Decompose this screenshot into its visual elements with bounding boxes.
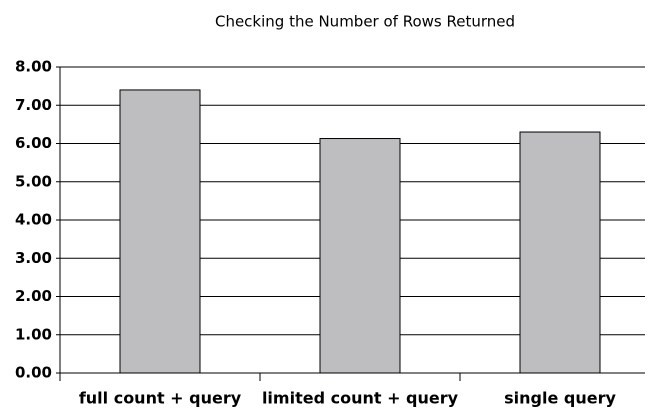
x-tick-label: single query <box>504 389 616 408</box>
y-tick-label: 5.00 <box>15 172 52 190</box>
y-tick-label: 3.00 <box>15 249 52 267</box>
y-tick-label: 6.00 <box>15 134 52 152</box>
bar <box>119 89 201 374</box>
chart-title: Checking the Number of Rows Returned <box>215 13 515 31</box>
y-tick-label: 0.00 <box>15 364 52 382</box>
bar <box>519 131 601 374</box>
y-tick-label: 4.00 <box>15 211 52 229</box>
bar <box>319 138 401 374</box>
x-tick-label: full count + query <box>79 389 242 408</box>
y-tick-label: 7.00 <box>15 96 52 114</box>
y-tick-label: 1.00 <box>15 325 52 343</box>
y-tick-label: 2.00 <box>15 287 52 305</box>
y-tick-label: 8.00 <box>15 58 52 76</box>
x-tick-label: limited count + query <box>262 389 459 408</box>
